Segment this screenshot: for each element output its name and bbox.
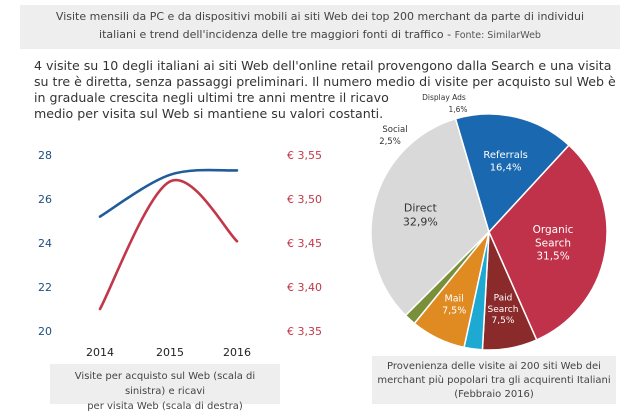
line-caption-line1: Visite per acquisto sul Web (scala di si… [74,371,256,397]
x-axis-tick-label: 2015 [156,346,184,359]
pie-caption-line3: (Febbraio 2016) [454,389,534,400]
pie-slice-organic-search [488,144,608,341]
right-axis-tick-label: € 3,55 [287,149,322,162]
series-line-2 [98,178,239,311]
left-axis-tick-label: 22 [38,281,52,294]
pie-slice-paid-search [481,231,538,351]
header-title-line2: italiani e trend dell'incidenza delle tr… [28,26,612,45]
pie-slice-mail [413,231,490,349]
series-line-1 [98,168,239,218]
header-title-line2-text: italiani e trend dell'incidenza delle tr… [99,28,455,41]
left-axis-tick-label: 28 [38,149,52,162]
intro-line1: 4 visite su 10 degli italiani ai siti We… [34,58,612,73]
line-caption-line2: per visita Web (scala di destra) [87,401,243,412]
right-axis-tick-label: € 3,50 [287,193,322,206]
pie-label-social: Social [382,125,407,135]
header-source: Fonte: SimilarWeb [454,30,541,41]
pie-label-paid-search: Paid [494,294,513,304]
right-axis-tick-label: € 3,40 [287,281,322,294]
intro-line2: su tre è diretta, senza passaggi prelimi… [34,74,616,89]
intro-line4: medio per visita sul Web si mantiene su … [34,106,384,121]
pie-label-mail: Mail [445,294,464,305]
pie-value-mail: 7,5% [442,306,466,317]
pie-value-social: 2,5% [379,137,401,147]
header-box: Visite mensili da PC e da dispositivi mo… [20,5,620,49]
pie-label-organic-search: Organic [533,224,574,236]
pie-caption-line2: merchant più popolari tra gli acquirenti… [377,375,611,386]
left-axis-tick-label: 20 [38,325,52,338]
pie-label-organic-search: Search [535,237,571,249]
pie-slice-display-ads [404,231,490,325]
pie-value-paid-search: 7,5% [492,316,515,326]
right-axis-tick-label: € 3,45 [287,237,322,250]
pie-slice-direct [370,117,490,317]
header-title-line1: Visite mensili da PC e da dispositivi mo… [55,10,585,23]
line-chart-caption: Visite per acquisto sul Web (scala di si… [50,364,280,412]
pie-value-referrals: 16,4% [490,162,522,173]
pie-chart-caption: Provenienza delle visite ai 200 siti Web… [372,356,616,404]
pie-value-direct: 32,9% [403,215,438,228]
right-axis-tick-label: € 3,35 [287,325,322,338]
pie-label-paid-search: Search [487,305,518,315]
left-axis-tick-label: 26 [38,193,52,206]
x-axis-tick-label: 2014 [86,346,114,359]
x-axis-tick-label: 2016 [223,346,251,359]
pie-caption-line1: Provenienza delle visite ai 200 siti Web… [387,361,601,372]
pie-value-organic-search: 31,5% [536,250,569,262]
pie-label-referrals: Referrals [483,150,528,161]
pie-slice-referrals [454,113,571,234]
pie-label-direct: Direct [404,202,438,215]
intro-paragraph: 4 visite su 10 degli italiani ai siti We… [34,58,624,122]
intro-line3: in graduale crescita negli ultimi tre an… [34,90,389,105]
left-axis-tick-label: 24 [38,237,52,250]
pie-slice-social [463,231,490,351]
